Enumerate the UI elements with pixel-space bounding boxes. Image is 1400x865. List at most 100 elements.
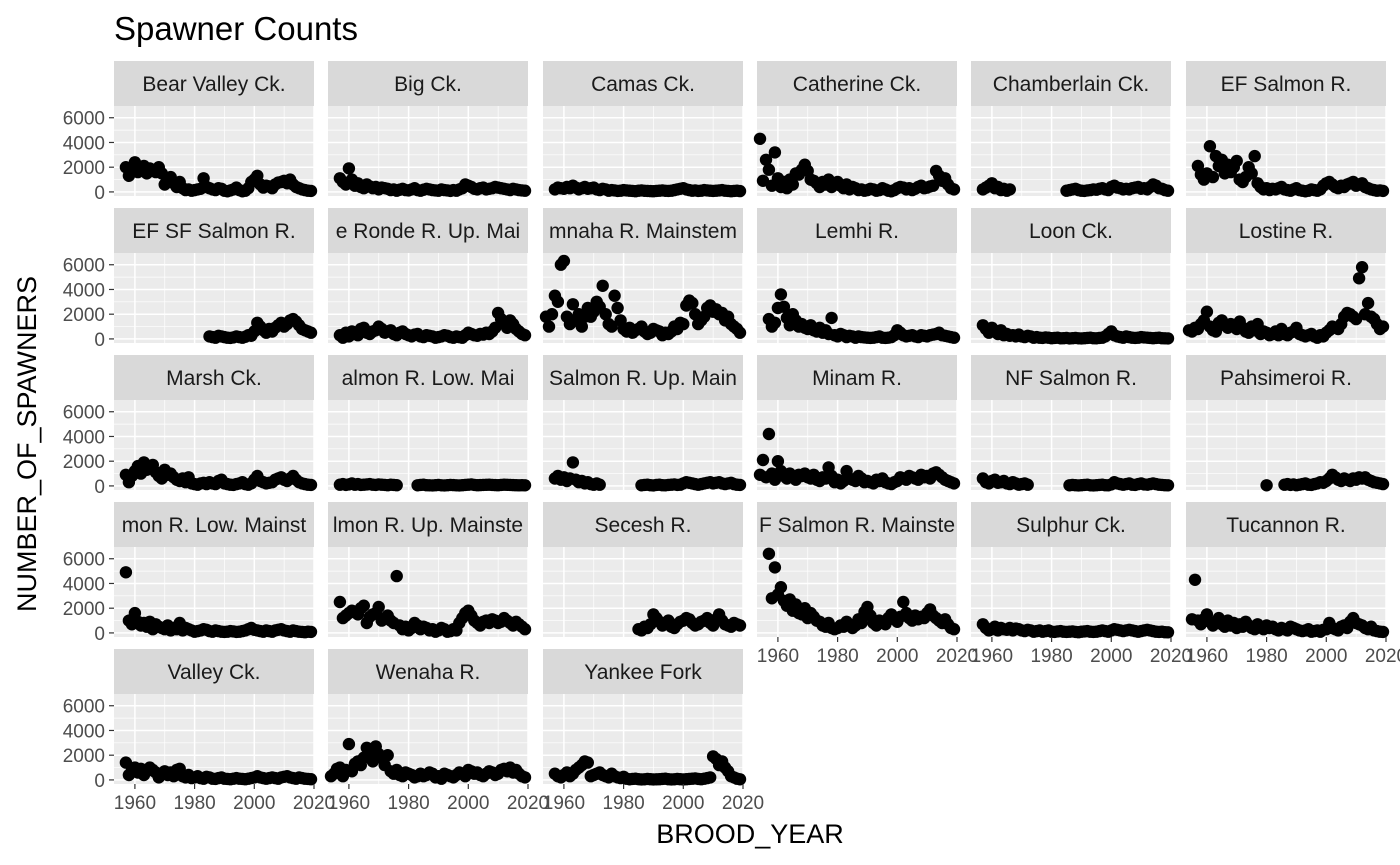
facet-strip-label: Wenaha R. bbox=[376, 661, 481, 684]
x-tick-label: 1980 bbox=[602, 793, 644, 814]
data-point bbox=[1248, 149, 1261, 163]
x-tick-label: 1960 bbox=[971, 646, 1013, 667]
x-tick-label: 1960 bbox=[757, 646, 799, 667]
x-tick-label: 2020 bbox=[722, 793, 764, 814]
data-point bbox=[542, 320, 556, 333]
facet-strip bbox=[971, 208, 1171, 253]
facet-strip-label: Sulphur Ck. bbox=[1016, 514, 1126, 537]
facet-strip-label: Minam R. bbox=[812, 367, 902, 390]
data-point bbox=[1206, 170, 1220, 184]
data-point bbox=[581, 756, 594, 769]
facet-panel: Marsh Ck. 0 2000 4000 6000 bbox=[63, 355, 318, 498]
facet-panel: Valley Ck. 0 2000 4000 6000 1960 1980 2000 2020 bbox=[63, 649, 335, 814]
data-point bbox=[357, 599, 370, 612]
y-tick-label: 4000 bbox=[63, 574, 105, 595]
facet-panel: mon R. Low. Mainst 0 2000 4000 6000 bbox=[63, 502, 318, 645]
facet-panel: Chamberlain Ck. bbox=[971, 61, 1175, 198]
facet-strip bbox=[757, 502, 957, 547]
data-point bbox=[119, 566, 133, 579]
data-point bbox=[768, 146, 782, 159]
y-tick-label: 0 bbox=[94, 183, 105, 204]
data-point bbox=[557, 254, 571, 268]
x-tick-label: 2020 bbox=[1365, 646, 1400, 667]
facet-strip bbox=[757, 208, 957, 253]
data-point bbox=[518, 184, 532, 197]
data-point bbox=[304, 184, 318, 198]
facet-panel: Tucannon R. 1960 1980 2000 2020 bbox=[1186, 502, 1400, 667]
data-point bbox=[518, 479, 532, 492]
x-tick-label: 1980 bbox=[387, 793, 429, 814]
data-point bbox=[762, 163, 776, 176]
y-tick-label: 0 bbox=[94, 477, 105, 498]
y-tick-label: 2000 bbox=[63, 452, 105, 473]
facet-strip-label: Bear Valley Ck. bbox=[142, 73, 285, 96]
facet-strip-label: Big Ck. bbox=[394, 73, 462, 96]
facet-panel: Minam R. bbox=[753, 355, 961, 491]
facet-panel: Sulphur Ck. 1960 1980 2000 2020 bbox=[971, 502, 1192, 667]
facet-strip-label: F Salmon R. Mainste bbox=[759, 514, 955, 537]
facet-panel: Bear Valley Ck. 0 2000 4000 6000 bbox=[63, 61, 318, 204]
data-point bbox=[575, 320, 588, 333]
facet-strip bbox=[114, 355, 314, 400]
facet-strip-label: Yankee Fork bbox=[584, 661, 702, 684]
facet-strip bbox=[543, 355, 743, 400]
y-tick-label: 0 bbox=[94, 624, 105, 645]
x-tick-label: 2000 bbox=[233, 793, 275, 814]
panel-background bbox=[328, 400, 528, 490]
facet-strip-label: EF SF Salmon R. bbox=[132, 220, 295, 243]
facet-panel: Yankee Fork 1960 1980 2000 2020 bbox=[543, 649, 764, 814]
facet-strip bbox=[971, 502, 1171, 547]
data-point bbox=[1003, 183, 1016, 196]
facet-strip bbox=[114, 208, 314, 253]
data-point bbox=[686, 296, 699, 310]
facet-panel: Catherine Ck. bbox=[753, 61, 961, 198]
data-point bbox=[545, 308, 559, 321]
data-point bbox=[596, 279, 609, 292]
data-point bbox=[593, 478, 606, 491]
data-point bbox=[1245, 167, 1258, 180]
facet-strip bbox=[543, 649, 743, 694]
x-tick-label: 1980 bbox=[173, 793, 215, 814]
y-axis-title: NUMBER_OF_SPAWNERS bbox=[12, 276, 42, 612]
x-tick-label: 1980 bbox=[1245, 646, 1287, 667]
facet-strip bbox=[543, 61, 743, 106]
facet-panel: NF Salmon R. bbox=[971, 355, 1175, 492]
y-tick-label: 4000 bbox=[63, 133, 105, 154]
x-tick-label: 2020 bbox=[936, 646, 978, 667]
facet-strip-label: Loon Ck. bbox=[1029, 220, 1113, 243]
facet-panel: Lemhi R. bbox=[757, 208, 961, 345]
x-tick-label: 1980 bbox=[816, 646, 858, 667]
facet-strip-label: e Ronde R. Up. Mai bbox=[336, 220, 520, 243]
data-point bbox=[1376, 184, 1390, 198]
data-point bbox=[774, 581, 788, 594]
facet-panel: F Salmon R. Mainste 1960 1980 2000 2020 bbox=[757, 502, 978, 667]
x-tick-label: 1960 bbox=[114, 793, 156, 814]
facet-panel: e Ronde R. Up. Mai bbox=[328, 208, 532, 344]
facet-strip bbox=[757, 61, 957, 106]
data-point bbox=[1161, 184, 1175, 197]
data-point bbox=[333, 595, 347, 609]
data-point bbox=[897, 595, 910, 609]
data-point bbox=[771, 455, 785, 468]
data-point bbox=[1188, 573, 1202, 586]
data-point bbox=[1161, 626, 1175, 639]
data-point bbox=[342, 737, 356, 751]
data-point bbox=[1200, 305, 1214, 318]
data-point bbox=[1161, 332, 1175, 345]
data-point bbox=[855, 616, 868, 630]
facet-strip-label: Catherine Ck. bbox=[793, 73, 921, 96]
x-tick-label: 1960 bbox=[328, 793, 370, 814]
facet-strip-label: mnaha R. Mainstem bbox=[549, 220, 737, 243]
data-point bbox=[825, 311, 838, 325]
facet-strip-label: Tucannon R. bbox=[1226, 514, 1345, 537]
facet-strip bbox=[1186, 61, 1386, 106]
data-point bbox=[518, 623, 532, 636]
data-point bbox=[677, 317, 690, 331]
y-tick-label: 0 bbox=[94, 771, 105, 792]
facet-strip-label: Salmon R. Up. Main bbox=[549, 367, 737, 390]
facet-strip-label: mon R. Low. Mainst bbox=[122, 514, 307, 537]
facet-strip bbox=[543, 208, 743, 253]
facet-strip bbox=[1186, 208, 1386, 253]
data-point bbox=[756, 453, 770, 467]
data-point bbox=[759, 153, 773, 166]
